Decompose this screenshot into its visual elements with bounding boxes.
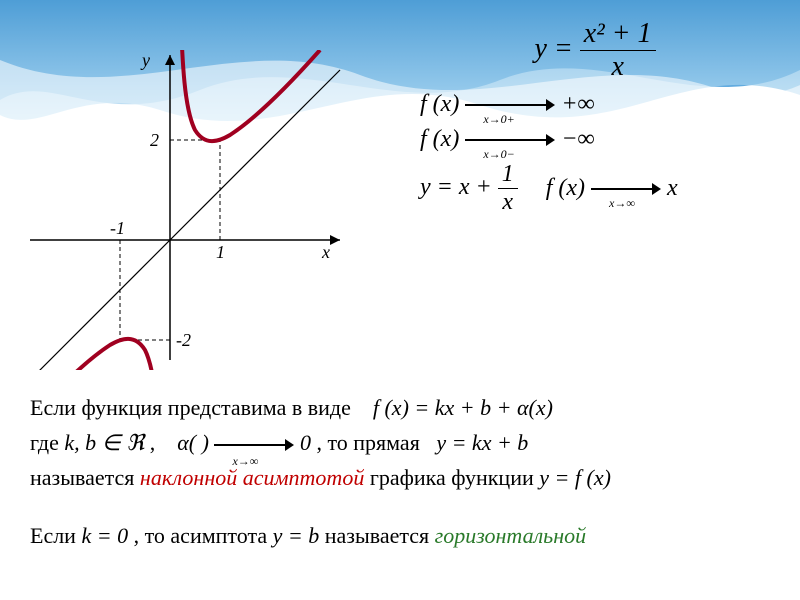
svg-text:2: 2: [150, 130, 159, 150]
formulas-block: y = x² + 1 x f (x) x→0+ +∞ f (x) x→0− −∞…: [420, 10, 770, 224]
main-equation: y = x² + 1 x: [420, 18, 770, 83]
svg-text:1: 1: [216, 242, 225, 262]
svg-text:-1: -1: [110, 218, 125, 238]
limit-1: f (x) x→0+ +∞: [420, 91, 770, 118]
function-graph: y x 1 -1 2 -2: [20, 50, 350, 370]
text-line1a: Если функция представима в виде: [30, 395, 351, 420]
formula-fx-repr: f (x) = kx + b + α(x): [373, 395, 553, 420]
rewrite-and-limit: y = x + 1 x f (x) x→∞ x: [420, 161, 770, 216]
svg-text:-2: -2: [176, 330, 191, 350]
term-horizontal: горизонтальной: [435, 523, 586, 548]
x-axis-label: x: [321, 242, 330, 262]
definition-text: Если функция представима в виде f (x) = …: [30, 390, 770, 553]
y-axis-label: y: [140, 50, 150, 70]
limit-2: f (x) x→0− −∞: [420, 126, 770, 153]
